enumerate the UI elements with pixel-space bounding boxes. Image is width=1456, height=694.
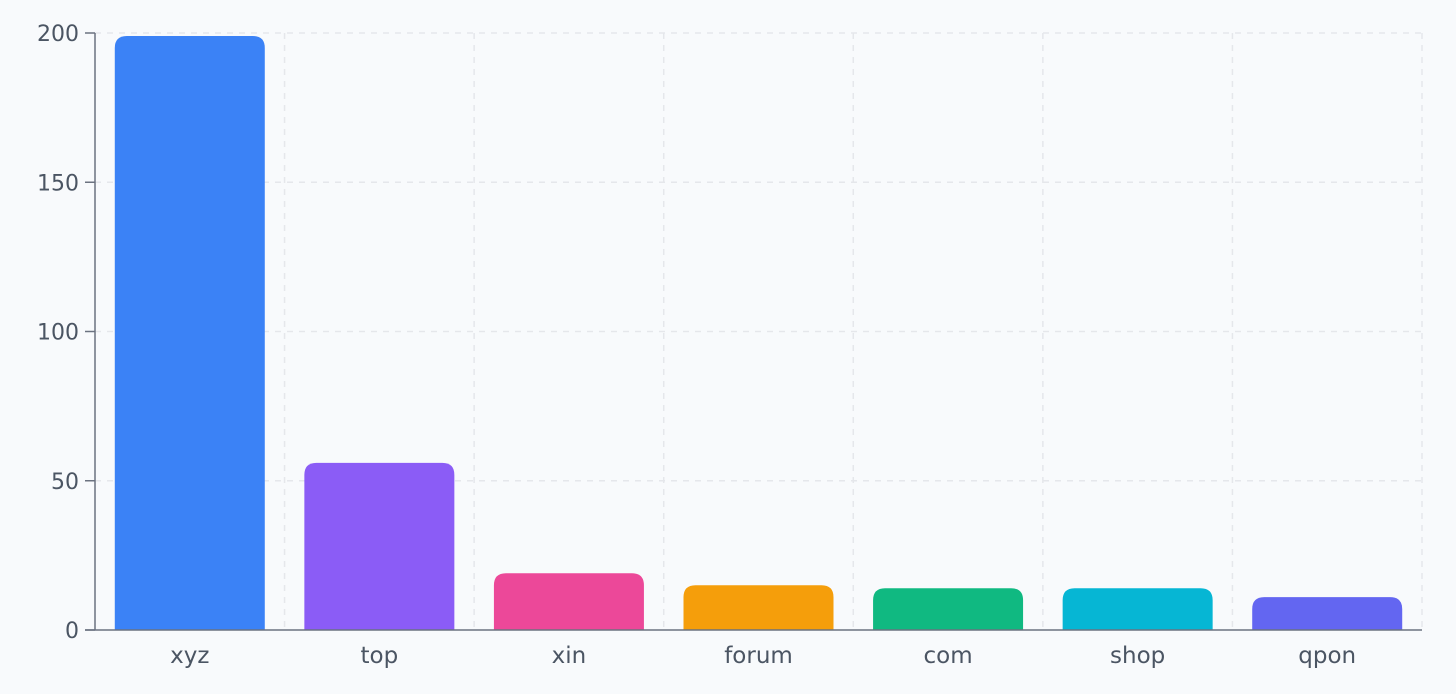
y-tick-label: 150 (37, 171, 79, 196)
y-tick-label: 0 (65, 619, 79, 644)
x-tick-label: forum (724, 643, 793, 669)
bars-layer (114, 35, 1403, 631)
labels-layer: xyz top xin forum com shop qpon 0 50 100 150 200 (37, 22, 1356, 669)
x-tick-label: xyz (170, 643, 209, 669)
y-tick-label: 50 (51, 470, 79, 495)
x-tick-label: xin (552, 643, 587, 669)
y-tick-label: 100 (37, 321, 79, 346)
bar-forum[interactable] (683, 585, 834, 630)
x-tick-label: com (924, 643, 973, 669)
bar-shop[interactable] (1062, 588, 1213, 630)
grid-layer (95, 32, 1423, 630)
bar-xin[interactable] (493, 573, 644, 630)
bar-top[interactable] (304, 462, 455, 630)
axes-layer (85, 32, 1422, 631)
x-tick-label: qpon (1298, 643, 1356, 669)
y-tick-label: 200 (37, 22, 79, 47)
bar-xyz[interactable] (114, 35, 265, 631)
x-tick-label: top (361, 643, 399, 669)
bar-com[interactable] (873, 588, 1024, 630)
x-tick-label: shop (1110, 643, 1165, 669)
bar-qpon[interactable] (1252, 597, 1403, 630)
